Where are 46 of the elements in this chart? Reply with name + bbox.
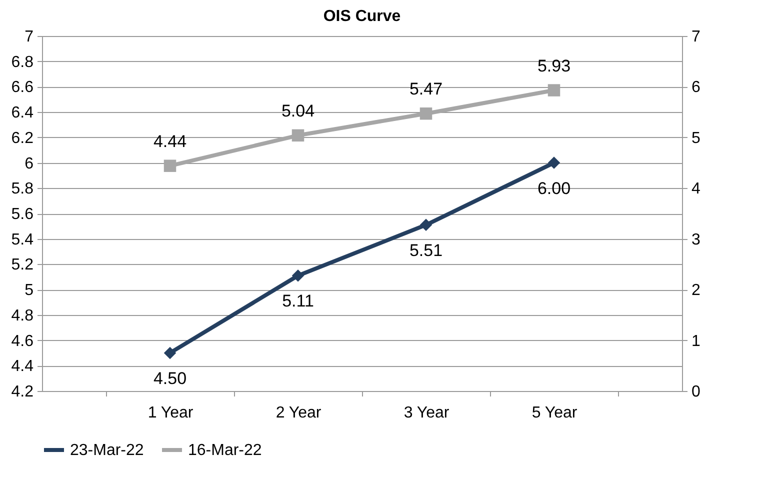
x-tick-label: 1 Year: [148, 404, 194, 422]
y-tick-label: 4.4: [11, 358, 34, 376]
x-tick-label: 2 Year: [276, 404, 322, 422]
data-label: 4.44: [153, 132, 187, 151]
y-tick-label: 6.8: [11, 54, 34, 71]
x-tick-label: 3 Year: [404, 404, 450, 422]
y-tick-label: 4.6: [11, 332, 34, 350]
y-tick-label: 5.8: [11, 180, 34, 198]
legend-label: 23-Mar-22: [70, 442, 144, 459]
data-label: 5.51: [409, 240, 443, 260]
y-tick-label: 5.2: [11, 256, 34, 274]
y-tick-label: 5: [24, 282, 34, 300]
y2-tick-label: 3: [692, 231, 700, 248]
data-label: 5.93: [537, 56, 571, 76]
point: [420, 107, 432, 120]
point: [548, 156, 560, 169]
y-tick-label: 6.6: [11, 79, 34, 96]
y2-tick-label: 5: [692, 130, 700, 147]
y2-tick-label: 2: [692, 282, 700, 300]
y-tick-label: 5.4: [11, 231, 34, 248]
y-tick-label: 6.4: [11, 104, 34, 122]
point: [164, 160, 176, 172]
legend-label: 16-Mar-22: [188, 442, 262, 459]
data-label: 5.04: [281, 101, 315, 120]
y-tick-label: 4.2: [11, 384, 34, 400]
y2-tick-label: 7: [692, 28, 700, 46]
x-tick-label: 5 Year: [532, 404, 578, 422]
y-tick-label: 4.8: [11, 307, 34, 324]
point: [548, 84, 560, 96]
y2-tick-label: 4: [692, 180, 700, 198]
data-label: 4.50: [153, 368, 187, 388]
point: [292, 129, 304, 142]
chart-title: OIS Curve: [323, 8, 401, 25]
point: [292, 270, 304, 282]
y-tick-label: 7: [24, 28, 34, 46]
point: [420, 218, 432, 232]
data-label: 6.00: [537, 178, 571, 198]
y2-tick-label: 6: [692, 79, 700, 96]
y-tick-label: 5.6: [11, 206, 34, 223]
y-tick-label: 6.2: [11, 130, 34, 147]
data-label: 5.47: [409, 80, 443, 99]
y2-tick-label: 0: [692, 384, 700, 400]
y-tick-label: 6: [24, 155, 34, 172]
y2-tick-label: 1: [692, 332, 700, 350]
data-label: 5.11: [282, 292, 314, 311]
point: [164, 346, 176, 360]
